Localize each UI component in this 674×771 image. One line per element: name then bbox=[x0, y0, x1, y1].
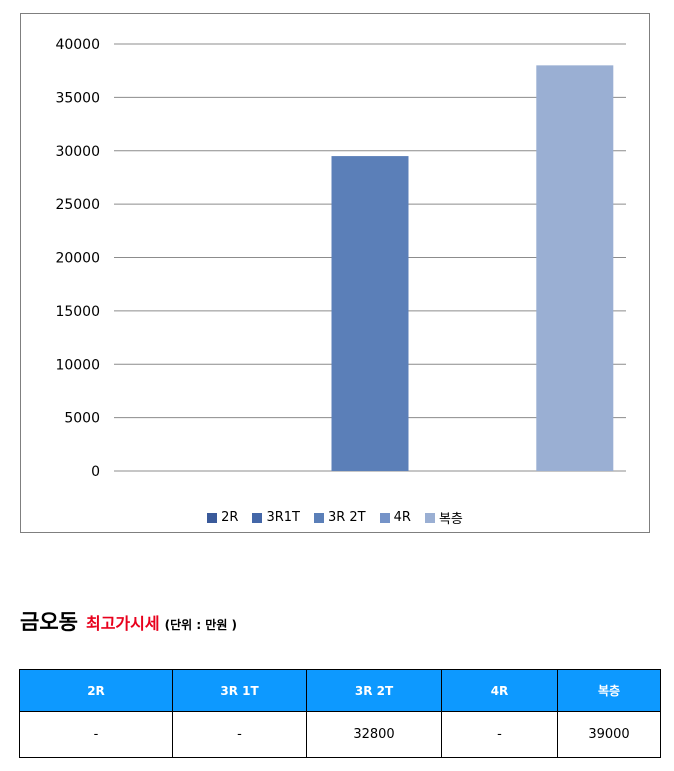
heading-location: 금오동 bbox=[20, 610, 78, 634]
heading-title: 최고가시세 bbox=[85, 614, 160, 633]
legend-entry: 3R 2T bbox=[313, 510, 366, 525]
legend-swatch bbox=[424, 512, 435, 523]
chart-frame: 0 5000 10000 15000 20000 25000 30000 35000 40000… bbox=[20, 13, 650, 533]
legend-entry: 2R bbox=[207, 510, 238, 525]
y-tick-label: 35000 bbox=[55, 90, 100, 106]
chart-legend: 2R 3R1T 3R 2T 4R 복층 bbox=[21, 508, 649, 527]
bar-chart: 0 5000 10000 15000 20000 25000 30000 35000 40000 bbox=[55, 37, 626, 480]
legend-label: 2R bbox=[221, 510, 239, 525]
table-header-cell: 3R 2T bbox=[306, 669, 442, 712]
table-header-row: 2R 3R 1T 3R 2T 4R 복층 bbox=[19, 669, 661, 712]
table-cell: - bbox=[441, 711, 558, 758]
heading-unit: (단위 : 만원 ) bbox=[164, 618, 238, 632]
table-header-cell: 2R bbox=[19, 669, 173, 712]
bar bbox=[536, 65, 614, 471]
table-cell: 32800 bbox=[306, 711, 442, 758]
legend-entry: 복층 bbox=[424, 508, 463, 527]
table-cell: - bbox=[172, 711, 307, 758]
table-header-cell: 복층 bbox=[557, 669, 661, 712]
y-tick-label: 40000 bbox=[55, 37, 100, 53]
legend-label: 4R bbox=[393, 510, 411, 525]
y-tick-label: 30000 bbox=[55, 144, 100, 160]
y-tick-label: 10000 bbox=[55, 357, 100, 373]
legend-label: 3R1T bbox=[266, 510, 300, 525]
legend-label: 3R 2T bbox=[327, 510, 366, 525]
table-header-cell: 3R 1T bbox=[172, 669, 307, 712]
price-table: 2R 3R 1T 3R 2T 4R 복층 - - 32800 - 39000 bbox=[19, 669, 661, 758]
table-row: - - 32800 - 39000 bbox=[19, 711, 661, 758]
section-heading: 금오동 최고가시세 (단위 : 만원 ) bbox=[20, 606, 237, 636]
table-cell: 39000 bbox=[557, 711, 661, 758]
legend-entry: 4R bbox=[379, 510, 411, 525]
y-tick-label: 5000 bbox=[64, 411, 100, 427]
legend-swatch bbox=[379, 512, 390, 523]
bar bbox=[331, 156, 409, 471]
legend-entry: 3R1T bbox=[252, 510, 300, 525]
legend-swatch bbox=[313, 512, 324, 523]
table-cell: - bbox=[19, 711, 173, 758]
legend-label: 복층 bbox=[438, 512, 463, 527]
legend-swatch bbox=[252, 512, 263, 523]
legend-swatch bbox=[207, 512, 218, 523]
y-tick-label: 0 bbox=[91, 464, 100, 480]
y-tick-label: 15000 bbox=[55, 304, 100, 320]
y-tick-label: 25000 bbox=[55, 197, 100, 213]
table-header-cell: 4R bbox=[441, 669, 558, 712]
y-tick-label: 20000 bbox=[55, 251, 100, 267]
